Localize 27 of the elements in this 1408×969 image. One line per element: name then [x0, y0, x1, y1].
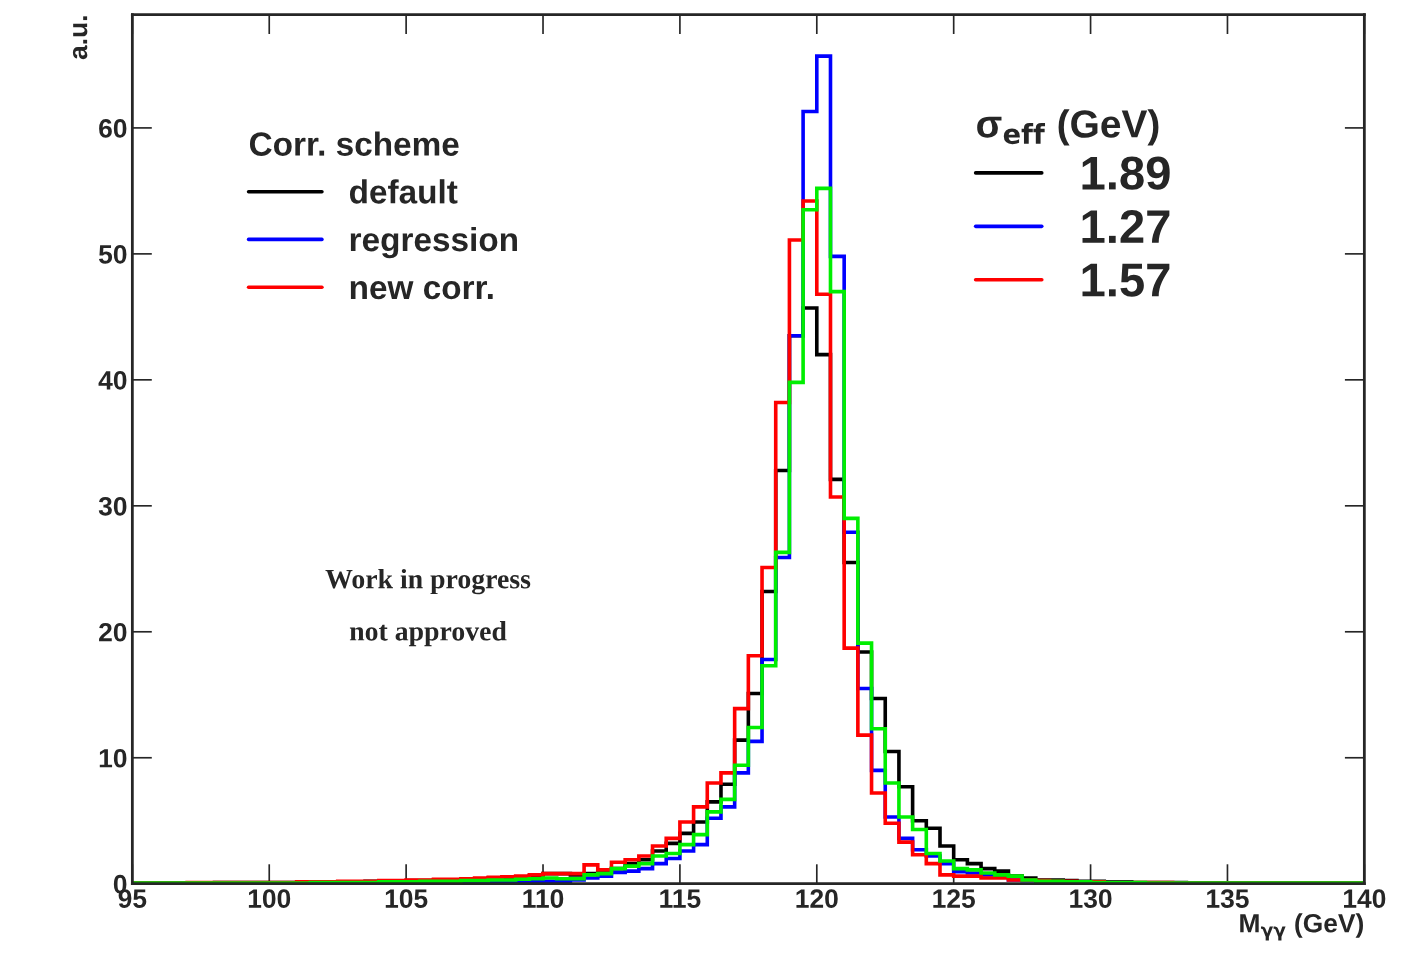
annotation: 1.89: [1082, 156, 1170, 190]
x-tick-label: 125: [933, 889, 975, 908]
legend-label: default: [349, 179, 458, 204]
x-tick-label: 100: [248, 889, 291, 908]
x-tick-label: 135: [1207, 889, 1249, 909]
annotation: 1.57: [1082, 263, 1170, 297]
annotation: Work in progress: [325, 568, 531, 595]
x-tick-label: 130: [1070, 889, 1112, 909]
legend-label: new corr.: [350, 281, 493, 300]
x-axis-title: M$_{γγ}$ (GeV): [1240, 913, 1363, 941]
y-tick-label: 30: [98, 496, 127, 516]
annotation: 1.27: [1082, 209, 1170, 243]
x-tick-label: 120: [796, 889, 838, 908]
x-tick-label: 105: [385, 889, 428, 908]
y-tick-label: 60: [99, 119, 127, 138]
y-axis-title: a.u.: [72, 16, 88, 60]
x-tick-label: 140: [1344, 889, 1386, 908]
y-tick-label: 10: [99, 748, 127, 768]
y-tick-label: 20: [99, 622, 127, 642]
legend-label: regression: [350, 226, 517, 259]
annotation: σ$_{eff}$ (GeV): [977, 109, 1159, 146]
annotation: not approved: [349, 621, 507, 647]
y-tick-label: 50: [98, 245, 127, 264]
x-tick-label: 110: [523, 889, 564, 908]
legend-title: Corr. scheme: [249, 131, 459, 156]
x-tick-label: 115: [660, 889, 701, 908]
y-tick-label: 40: [98, 370, 127, 390]
